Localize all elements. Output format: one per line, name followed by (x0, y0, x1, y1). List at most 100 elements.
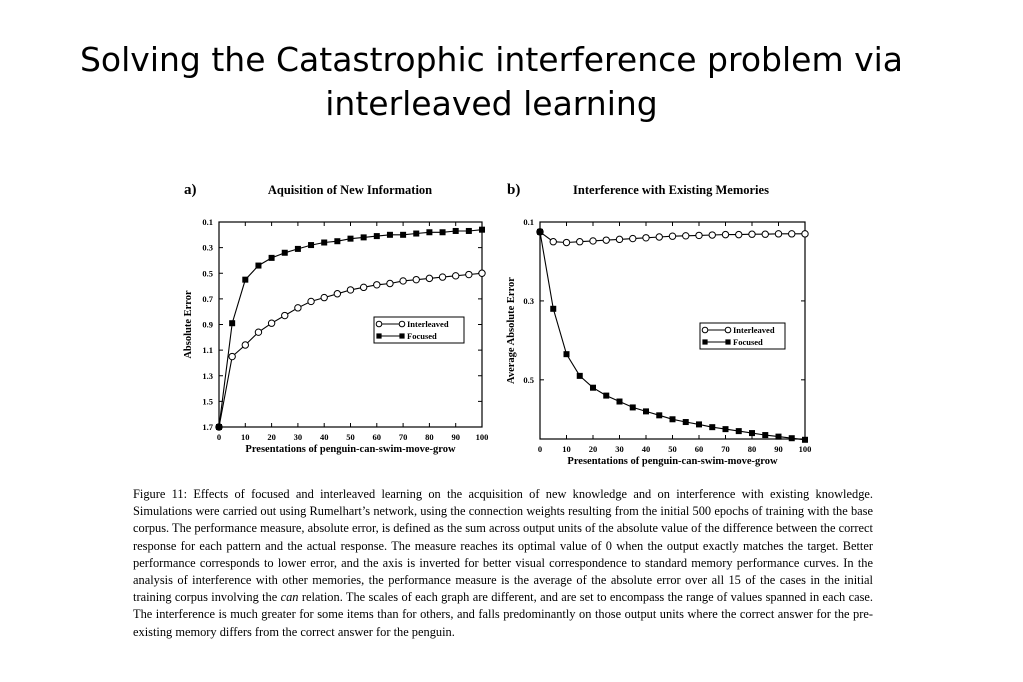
data-point-a-focused (360, 234, 367, 241)
data-point-a-focused (242, 276, 249, 283)
data-point-a-interleaved (281, 311, 289, 320)
slide-title-line-2: interleaved learning (325, 84, 658, 123)
data-point-b-interleaved (708, 231, 716, 239)
data-point-b-focused (616, 398, 623, 405)
x-tick-label-b: 100 (799, 444, 812, 454)
data-point-b-interleaved (642, 234, 650, 242)
data-point-a-focused (308, 242, 315, 249)
data-point-a-focused (439, 229, 446, 236)
slide-title-line-1: Solving the Catastrophic interference pr… (79, 40, 904, 79)
data-point-a-interleaved (267, 319, 276, 327)
x-tick-label-b: 40 (642, 444, 651, 454)
data-point-b-interleaved (748, 230, 756, 238)
data-point-a-focused (255, 262, 262, 269)
legend-marker-a-interleaved (398, 320, 406, 328)
figure-caption: Figure 11: Effects of focused and interl… (133, 486, 873, 641)
data-point-a-interleaved (425, 274, 434, 283)
series-line-a-0 (218, 272, 483, 428)
legend-box-b (699, 322, 786, 350)
data-point-a-focused (334, 238, 341, 245)
x-tick-label-a: 90 (451, 432, 460, 442)
x-tick-label-b: 60 (695, 444, 704, 454)
data-point-a-interleaved (294, 304, 302, 312)
y-tick-label-a: 1.1 (202, 345, 213, 355)
x-tick-label-a: 30 (294, 432, 303, 442)
data-point-a-interleaved (307, 297, 315, 306)
data-point-a-interleaved (228, 352, 236, 361)
data-point-b-focused (590, 384, 596, 391)
x-tick-label-a: 10 (241, 432, 250, 442)
y-tick-label-a: 0.9 (202, 320, 213, 330)
data-point-a-interleaved (438, 273, 447, 281)
data-point-b-focused (802, 436, 808, 443)
x-tick-label-a: 50 (346, 432, 355, 442)
x-tick-label-a: 80 (425, 432, 434, 442)
data-point-b-interleaved (668, 232, 677, 240)
data-point-b-interleaved (562, 238, 571, 247)
data-point-a-interleaved (254, 328, 263, 336)
panel-letter-b: b) (507, 182, 520, 198)
x-tick-label-a: 70 (399, 432, 408, 442)
chart-panel-a: a) Aquisition of New Information 0 10 20 30 40… (183, 182, 488, 455)
data-point-b-focused (669, 416, 676, 423)
data-point-b-interleaved (602, 236, 610, 244)
data-point-b-interleaved (735, 230, 743, 239)
legend-marker-b-focused (702, 339, 708, 345)
data-point-b-focused (656, 412, 663, 419)
data-point-b-focused (629, 404, 636, 411)
y-tick-label-b: 0.5 (523, 375, 534, 385)
y-tick-label-a: 0.1 (202, 217, 213, 227)
data-point-a-focused (386, 231, 393, 238)
panel-letter-a: a) (184, 182, 197, 198)
x-tick-label-a: 40 (320, 432, 329, 442)
data-point-a-interleaved (346, 286, 355, 294)
x-tick-label-b: 10 (562, 444, 571, 454)
y-tick-label-a: 1.3 (202, 371, 213, 381)
data-point-a-interleaved (465, 270, 473, 279)
data-point-b-focused (788, 435, 795, 442)
x-tick-label-b: 80 (748, 444, 757, 454)
data-point-b-focused (576, 372, 583, 379)
caption-tail: relation. The scales of each graph are d… (133, 590, 873, 639)
x-tick-label-b: 50 (668, 444, 677, 454)
y-axis-label-b: Average Absolute Error (506, 277, 517, 384)
x-tick-label-a: 60 (373, 432, 382, 442)
y-tick-label-a: 1.5 (202, 396, 213, 406)
data-point-a-interleaved (320, 293, 328, 302)
x-tick-label-b: 70 (721, 444, 730, 454)
x-axis-label-b: Presentations of penguin-can-swim-move-g… (567, 456, 778, 467)
y-tick-label-a: 0.7 (202, 294, 213, 304)
y-tick-label-b: 0.3 (523, 296, 534, 306)
y-tick-label-a: 0.5 (202, 268, 213, 278)
data-point-a-interleaved (399, 277, 407, 285)
data-point-a-focused (373, 233, 380, 240)
legend-label-b-0: Interleaved (733, 325, 775, 335)
data-point-b-focused (709, 424, 716, 431)
legend-box-a (373, 316, 465, 344)
data-point-b-focused (762, 432, 769, 439)
x-tick-label-b: 0 (538, 444, 542, 454)
data-point-a-focused (400, 231, 407, 238)
chart-panel-b: b) Interference with Existing Memories 0 10… (506, 182, 811, 467)
x-tick-label-b: 90 (774, 444, 783, 454)
legend-marker-a-interleaved (375, 320, 383, 328)
data-point-a-interleaved (478, 269, 486, 277)
legend-marker-b-focused (725, 339, 731, 345)
data-point-b-interleaved (721, 230, 730, 239)
data-point-a-focused (321, 239, 328, 246)
data-point-a-focused (347, 235, 354, 242)
data-point-a-interleaved (359, 283, 368, 292)
data-point-b-interleaved (801, 230, 809, 238)
data-point-b-interleaved (615, 235, 624, 244)
data-point-a-focused (479, 226, 485, 233)
data-point-b-interleaved (682, 232, 690, 240)
data-point-a-focused (268, 254, 275, 261)
x-tick-label-b: 30 (615, 444, 624, 454)
data-point-b-interleaved (788, 230, 796, 238)
x-tick-label-b: 20 (589, 444, 598, 454)
data-point-b-focused (696, 421, 702, 428)
chart-title-b: Interference with Existing Memories (573, 183, 769, 197)
y-axis-label-a: Absolute Error (183, 290, 194, 359)
data-point-b-interleaved (761, 230, 769, 238)
